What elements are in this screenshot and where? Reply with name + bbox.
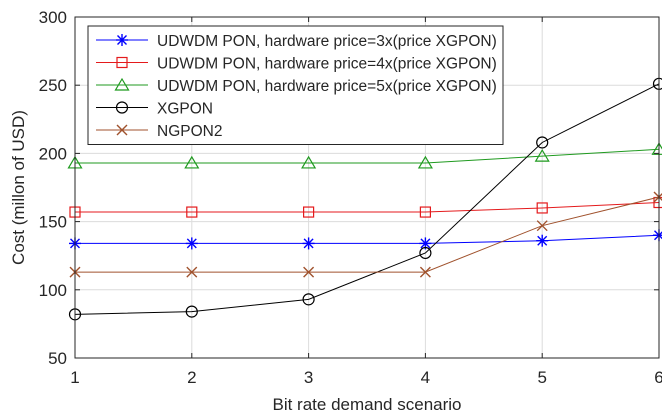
data-point-stroke: [303, 238, 314, 249]
plot-area-frame: [74, 16, 660, 359]
x-tick-label: 6: [654, 368, 662, 387]
y-tick-label: 150: [39, 213, 67, 232]
legend-box: [87, 25, 504, 145]
legend-marker: [115, 101, 129, 114]
legend-label: NGPON2: [157, 123, 222, 140]
x-tick-label: 1: [70, 368, 79, 387]
legend-label: UDWDM PON, hardware price=4x(price XGPON…: [157, 56, 497, 73]
legend-label: UDWDM PON, hardware price=5x(price XGPON…: [157, 78, 497, 95]
data-point: [303, 206, 315, 218]
x-tick-label: 4: [421, 368, 430, 387]
data-point-stroke: [186, 266, 198, 278]
data-point: [534, 148, 550, 162]
x-tick-label: 5: [537, 368, 546, 387]
series-3: [67, 142, 662, 169]
y-axis-label: Cost (millon of USD): [9, 110, 28, 265]
y-tick-label: 50: [48, 349, 67, 368]
data-point-stroke: [536, 220, 548, 232]
series-line: [75, 234, 660, 244]
axis-ticks: 1 2 3 4 5 6 50 100 150 200 250 300: [39, 8, 662, 387]
data-point: [301, 155, 317, 169]
legend-marker: [116, 56, 128, 69]
data-point: [652, 77, 662, 90]
legend-label: XGPON: [157, 101, 213, 118]
series-layer: [67, 77, 662, 321]
data-point: [419, 206, 431, 218]
x-tick-label: 2: [187, 368, 196, 387]
legend: UDWDM PON, hardware price=3x(price XGPON…: [87, 25, 504, 145]
data-point: [417, 155, 433, 169]
x-tick-label: 3: [304, 368, 313, 387]
series-2: [69, 196, 662, 218]
series-5: [69, 191, 662, 278]
data-point-stroke: [419, 266, 431, 278]
y-tick-label: 100: [39, 281, 67, 300]
legend-marker-stroke: [117, 35, 127, 45]
data-point: [302, 293, 315, 306]
legend-item: UDWDM PON, hardware price=5x(price XGPON…: [96, 77, 497, 95]
y-tick-label: 200: [39, 144, 67, 163]
legend-marker: [114, 77, 130, 91]
data-point-stroke: [186, 238, 197, 249]
y-tick-label: 300: [39, 8, 67, 27]
legend-marker-stroke: [116, 124, 128, 136]
data-point: [186, 206, 198, 218]
data-point-stroke: [537, 235, 548, 246]
data-point: [536, 202, 548, 214]
data-point: [651, 142, 662, 155]
legend-item: UDWDM PON, hardware price=3x(price XGPON…: [96, 33, 497, 50]
data-point-stroke: [420, 238, 431, 249]
series-line: [75, 148, 660, 164]
data-point: [536, 136, 549, 149]
x-axis-label: Bit rate demand scenario: [273, 395, 462, 414]
series-1: [69, 229, 662, 250]
legend-label: UDWDM PON, hardware price=3x(price XGPON…: [157, 33, 497, 50]
legend-item: XGPON: [96, 101, 213, 118]
data-point: [185, 305, 198, 318]
data-point-stroke: [303, 266, 315, 278]
series-line: [74, 83, 660, 315]
series-line: [75, 202, 660, 213]
series-line: [75, 196, 660, 273]
data-point: [419, 246, 432, 260]
y-tick-label: 250: [39, 76, 67, 95]
data-point: [184, 155, 200, 169]
legend-item: UDWDM PON, hardware price=4x(price XGPON…: [96, 56, 497, 73]
legend-item: NGPON2: [96, 123, 222, 140]
